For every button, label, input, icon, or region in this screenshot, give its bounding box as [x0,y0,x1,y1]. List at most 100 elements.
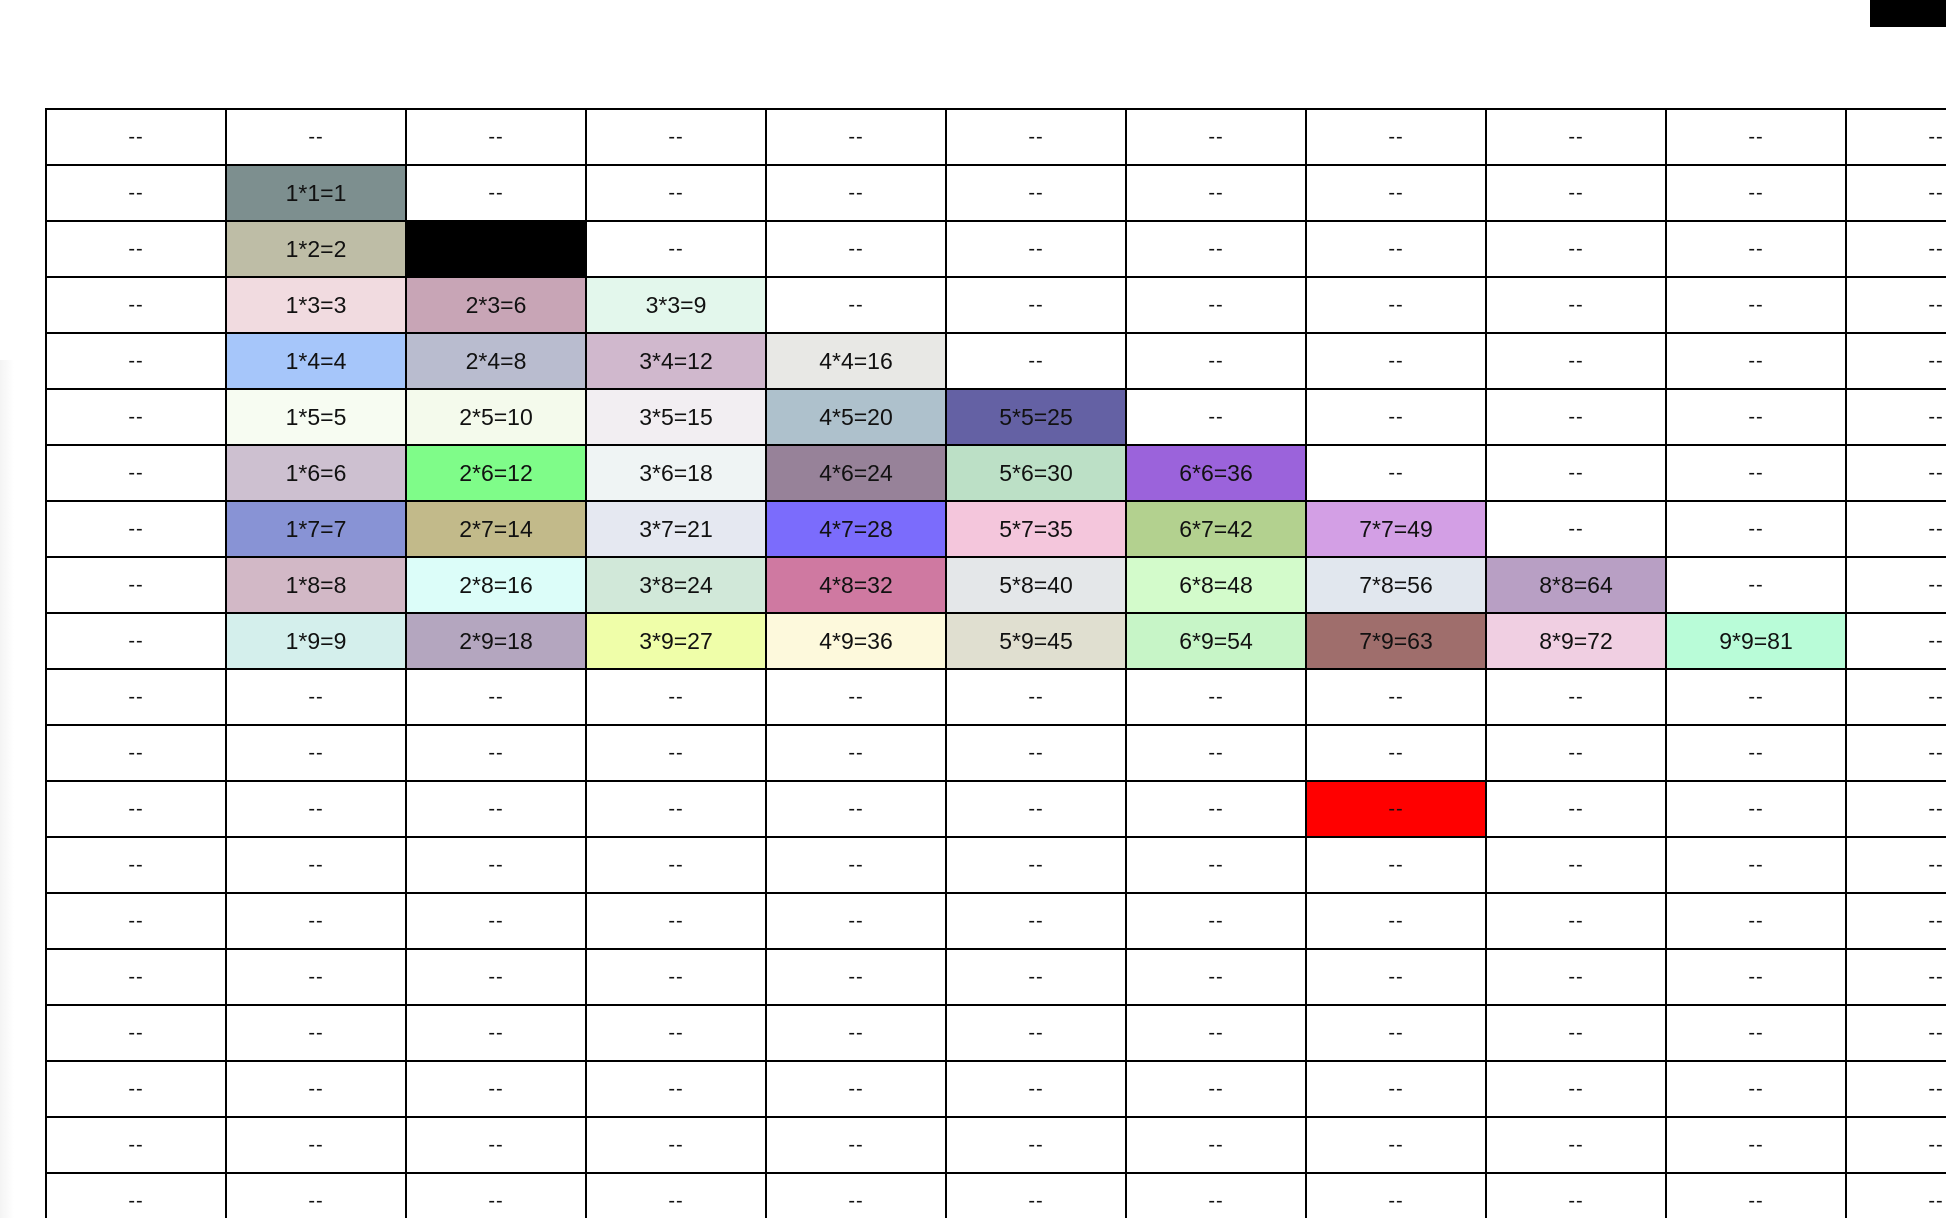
table-cell[interactable]: -- [1487,782,1667,838]
table-cell[interactable]: -- [947,950,1127,1006]
table-cell[interactable]: 7*7=49 [1307,502,1487,558]
table-cell[interactable]: -- [47,278,227,334]
table-cell[interactable]: -- [1667,1062,1847,1118]
table-cell[interactable]: -- [1487,1006,1667,1062]
table-cell[interactable]: -- [1127,894,1307,950]
table-cell[interactable]: -- [1307,782,1487,838]
table-cell[interactable]: 7*9=63 [1307,614,1487,670]
table-cell[interactable]: -- [1667,222,1847,278]
table-cell[interactable]: -- [1667,110,1847,166]
table-cell[interactable]: 1*5=5 [227,390,407,446]
table-cell[interactable]: 5*8=40 [947,558,1127,614]
table-cell[interactable]: 4*8=32 [767,558,947,614]
table-cell[interactable]: -- [1307,334,1487,390]
table-cell[interactable]: -- [1667,446,1847,502]
table-cell[interactable]: 3*3=9 [587,278,767,334]
table-cell[interactable]: -- [1487,726,1667,782]
table-cell[interactable]: 4*7=28 [767,502,947,558]
table-cell[interactable]: -- [47,614,227,670]
table-cell[interactable]: -- [1307,1118,1487,1174]
table-cell[interactable]: -- [1307,1174,1487,1218]
table-cell[interactable]: -- [1307,726,1487,782]
table-cell[interactable]: -- [767,1118,947,1174]
table-cell[interactable]: -- [47,894,227,950]
table-cell[interactable]: -- [1667,670,1847,726]
table-cell[interactable]: 1*4=4 [227,334,407,390]
table-cell[interactable]: -- [947,1006,1127,1062]
table-cell[interactable]: -- [1487,1118,1667,1174]
table-cell[interactable]: -- [47,334,227,390]
table-cell[interactable]: -- [1847,278,1946,334]
table-cell[interactable]: -- [47,558,227,614]
table-cell[interactable]: -- [1307,1062,1487,1118]
table-cell[interactable]: 5*5=25 [947,390,1127,446]
table-cell[interactable]: -- [1667,558,1847,614]
table-cell[interactable]: -- [1667,726,1847,782]
table-cell[interactable]: 2*8=16 [407,558,587,614]
table-cell[interactable]: -- [407,782,587,838]
table-cell[interactable]: 3*9=27 [587,614,767,670]
table-cell[interactable]: 2*4=8 [407,334,587,390]
table-cell[interactable]: -- [1667,334,1847,390]
table-cell[interactable]: -- [587,838,767,894]
table-cell[interactable]: -- [227,1062,407,1118]
table-cell[interactable]: -- [587,1062,767,1118]
table-cell[interactable]: -- [1667,950,1847,1006]
table-cell[interactable]: -- [1307,1006,1487,1062]
table-cell[interactable]: -- [47,838,227,894]
table-cell[interactable]: 8*9=72 [1487,614,1667,670]
table-cell[interactable]: -- [947,334,1127,390]
table-cell[interactable]: -- [1307,110,1487,166]
table-cell[interactable]: -- [407,838,587,894]
table-cell[interactable]: -- [1847,894,1946,950]
table-cell[interactable]: -- [1667,1174,1847,1218]
table-cell[interactable]: -- [407,670,587,726]
table-cell[interactable]: -- [1667,502,1847,558]
table-cell[interactable]: -- [1127,950,1307,1006]
table-cell[interactable]: -- [947,670,1127,726]
table-cell[interactable]: -- [1127,222,1307,278]
table-cell[interactable]: -- [1127,1006,1307,1062]
table-cell[interactable]: 2*9=18 [407,614,587,670]
table-cell[interactable]: 1*3=3 [227,278,407,334]
table-cell[interactable]: -- [227,726,407,782]
table-cell[interactable]: -- [1847,726,1946,782]
table-cell[interactable]: 2*5=10 [407,390,587,446]
table-cell[interactable]: -- [1487,502,1667,558]
table-cell[interactable]: 4*9=36 [767,614,947,670]
table-cell[interactable]: -- [1307,278,1487,334]
table-cell[interactable]: -- [47,670,227,726]
table-cell[interactable]: -- [407,1118,587,1174]
table-cell[interactable]: -- [587,1006,767,1062]
table-cell[interactable]: -- [407,1174,587,1218]
table-cell[interactable]: 8*8=64 [1487,558,1667,614]
table-cell[interactable]: -- [767,670,947,726]
table-cell[interactable]: 1*8=8 [227,558,407,614]
table-cell[interactable]: -- [1847,1118,1946,1174]
table-cell[interactable]: -- [1847,166,1946,222]
table-cell[interactable]: -- [1847,838,1946,894]
table-cell[interactable]: -- [587,726,767,782]
table-cell[interactable]: -- [227,950,407,1006]
table-cell[interactable]: -- [1307,670,1487,726]
table-cell[interactable]: -- [1847,558,1946,614]
table-cell[interactable]: -- [587,894,767,950]
table-cell[interactable]: -- [947,1174,1127,1218]
table-cell[interactable]: 7*8=56 [1307,558,1487,614]
table-cell[interactable]: -- [1847,1006,1946,1062]
table-cell[interactable]: 3*7=21 [587,502,767,558]
table-cell[interactable]: -- [1307,838,1487,894]
table-cell[interactable]: -- [1127,166,1307,222]
table-cell[interactable]: -- [587,1118,767,1174]
table-cell[interactable]: 1*1=1 [227,166,407,222]
table-cell[interactable]: -- [1847,222,1946,278]
table-cell[interactable]: -- [1847,446,1946,502]
table-cell[interactable]: -- [407,110,587,166]
table-cell[interactable]: -- [1127,390,1307,446]
table-cell[interactable]: 2*3=6 [407,278,587,334]
table-cell[interactable]: 3*8=24 [587,558,767,614]
table-cell[interactable]: -- [407,726,587,782]
table-cell[interactable]: -- [947,166,1127,222]
table-cell[interactable]: 6*8=48 [1127,558,1307,614]
table-cell[interactable]: -- [767,838,947,894]
